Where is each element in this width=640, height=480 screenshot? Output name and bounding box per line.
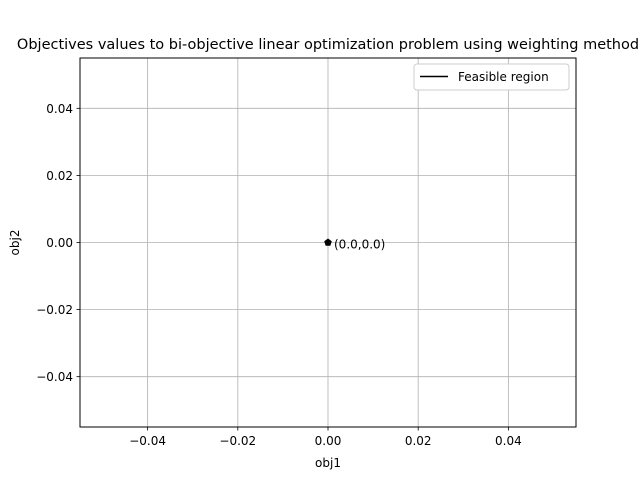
legend-label-feasible-region: Feasible region [458,70,549,84]
y-axis-ticks: −0.04 −0.02 0.00 0.02 0.04 [36,102,80,384]
chart-title: Objectives values to bi-objective linear… [17,37,639,53]
x-axis-label: obj1 [315,456,341,470]
x-tick-label: 0.04 [495,434,522,448]
data-point [324,238,332,246]
x-tick-label: 0.00 [315,434,342,448]
grid [80,58,576,427]
y-tick-label: −0.02 [36,303,73,317]
legend-box [413,63,570,91]
y-tick-label: 0.00 [46,236,73,250]
x-tick-label: −0.02 [219,434,256,448]
y-tick-label: 0.02 [46,169,73,183]
data-point-label: (0.0,0.0) [334,238,385,252]
legend: Feasible region [413,63,570,91]
x-axis-ticks: −0.04 −0.02 0.00 0.02 0.04 [129,427,522,448]
y-axis-label: obj2 [8,230,22,256]
data-points: (0.0,0.0) [324,238,385,252]
y-tick-label: 0.04 [46,102,73,116]
y-tick-label: −0.04 [36,370,73,384]
x-tick-label: 0.02 [405,434,432,448]
x-tick-label: −0.04 [129,434,166,448]
